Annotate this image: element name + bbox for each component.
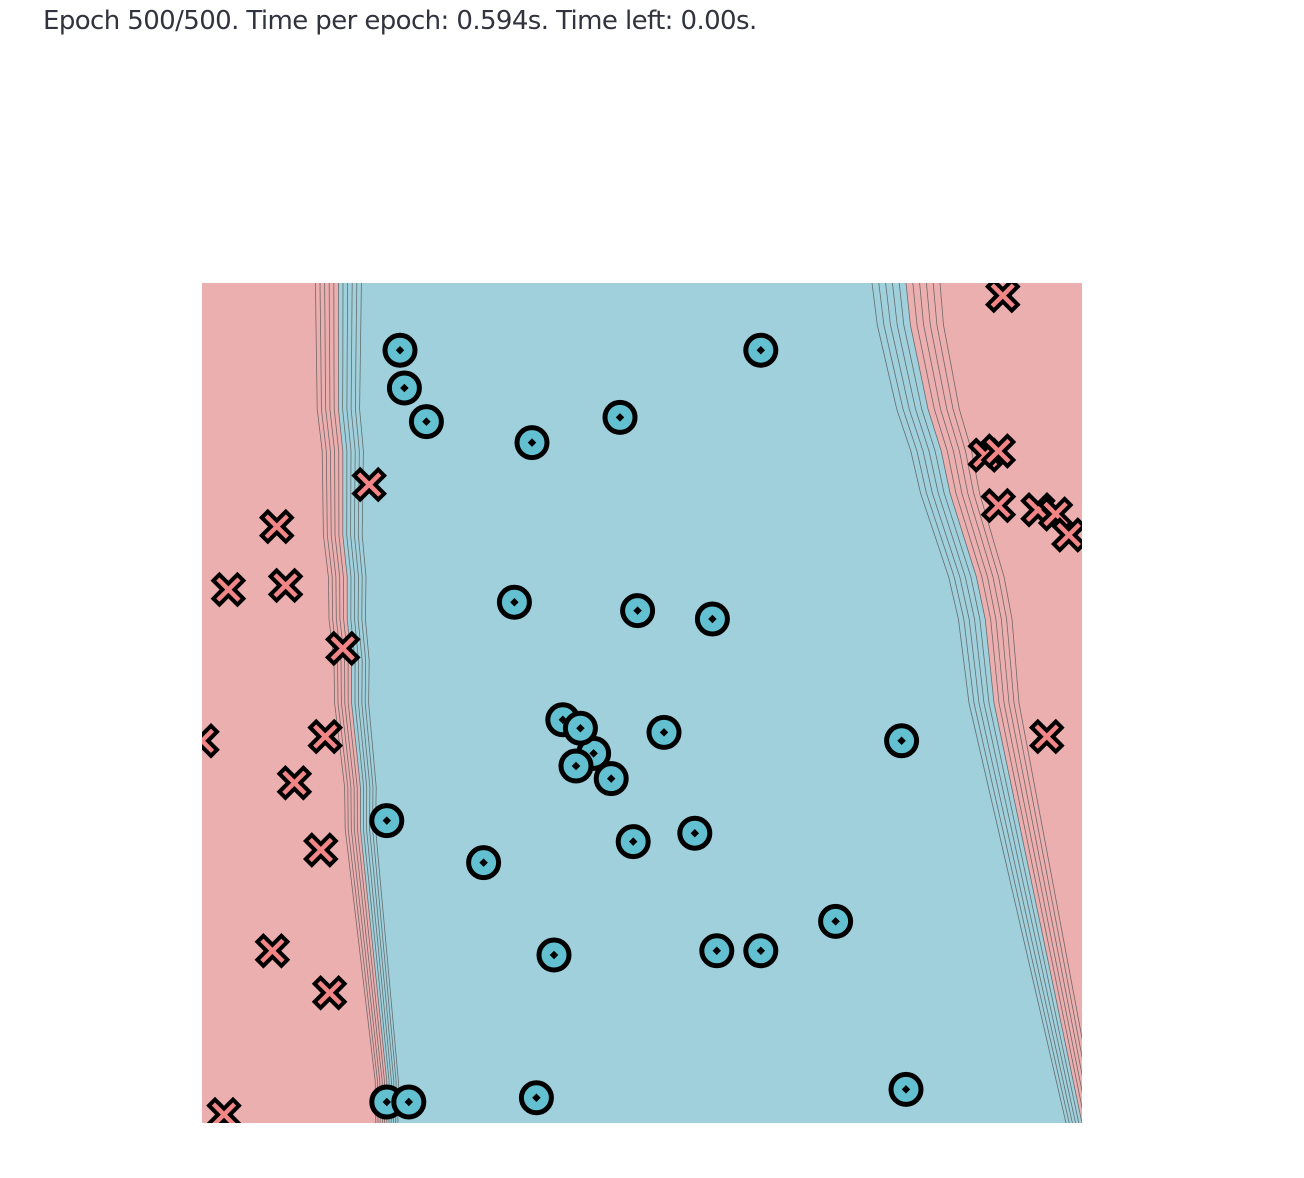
decision-boundary-svg: [202, 283, 1082, 1123]
circle-point-center-dot: [422, 417, 431, 426]
left-boundary-contour: [354, 283, 397, 1123]
decision-boundary-plot: [202, 283, 1082, 1123]
cross-data-point: [206, 1096, 242, 1123]
right-boundary-contour: [912, 283, 1082, 1110]
cross-data-point: [984, 283, 1021, 314]
left-boundary-contour: [346, 283, 392, 1123]
right-boundary-contour: [905, 283, 1082, 1123]
cross-data-point: [307, 718, 344, 755]
right-boundary-contour: [892, 283, 1076, 1123]
left-boundary-contour: [338, 283, 388, 1123]
positive-class-region: [338, 283, 1082, 1123]
right-boundary-contour: [926, 283, 1082, 1077]
cross-data-point: [351, 466, 388, 503]
circle-point-center-dot: [615, 413, 625, 422]
circle-point-center-dot: [756, 946, 766, 956]
right-boundary-contour: [898, 283, 1080, 1123]
circle-point-center-dot: [831, 917, 840, 926]
left-boundary-contour: [342, 283, 390, 1123]
training-status-text: Epoch 500/500. Time per epoch: 0.594s. T…: [43, 6, 757, 36]
cross-data-point: [980, 433, 1017, 469]
cross-data-point: [254, 932, 291, 969]
circle-point-center-dot: [659, 728, 669, 737]
circle-point-center-dot: [510, 597, 519, 607]
circle-point-center-dot: [708, 614, 717, 624]
decision-contour-lines: [315, 283, 1082, 1123]
cross-data-point: [1028, 718, 1065, 755]
circle-point-center-dot: [479, 858, 488, 867]
cross-data-point: [210, 571, 247, 608]
left-boundary-contour: [315, 283, 377, 1123]
cross-data-point: [276, 764, 313, 801]
circle-point-center-dot: [576, 723, 585, 733]
left-boundary-contour: [328, 283, 383, 1123]
left-boundary-contour: [333, 283, 385, 1123]
circle-point-center-dot: [532, 1093, 541, 1103]
cross-data-point: [1050, 517, 1082, 553]
circle-point-center-dot: [589, 749, 598, 758]
right-boundary-contour: [919, 283, 1082, 1094]
data-point-markers: [202, 283, 1082, 1123]
cross-data-point: [302, 832, 339, 868]
left-boundary-contour: [350, 283, 395, 1123]
right-boundary-contour: [939, 283, 1082, 1041]
circle-point-center-dot: [395, 345, 405, 355]
circle-point-center-dot: [633, 606, 642, 615]
circle-point-center-dot: [606, 774, 616, 783]
left-boundary-contour: [319, 283, 379, 1123]
circle-point-center-dot: [527, 438, 537, 447]
cross-data-point: [258, 508, 295, 545]
left-boundary-contour: [324, 283, 381, 1123]
cross-data-point: [267, 567, 304, 604]
cross-data-point: [980, 487, 1017, 524]
right-boundary-contour: [885, 283, 1073, 1123]
cross-data-point: [311, 974, 348, 1011]
cross-data-point: [324, 630, 361, 667]
circle-point-center-dot: [400, 383, 409, 393]
right-boundary-contour: [878, 283, 1070, 1123]
left-boundary-contour: [359, 283, 399, 1123]
circle-point-center-dot: [901, 1085, 911, 1094]
right-boundary-contour: [932, 283, 1082, 1059]
right-boundary-contour: [871, 283, 1067, 1123]
cross-data-point: [202, 722, 220, 759]
